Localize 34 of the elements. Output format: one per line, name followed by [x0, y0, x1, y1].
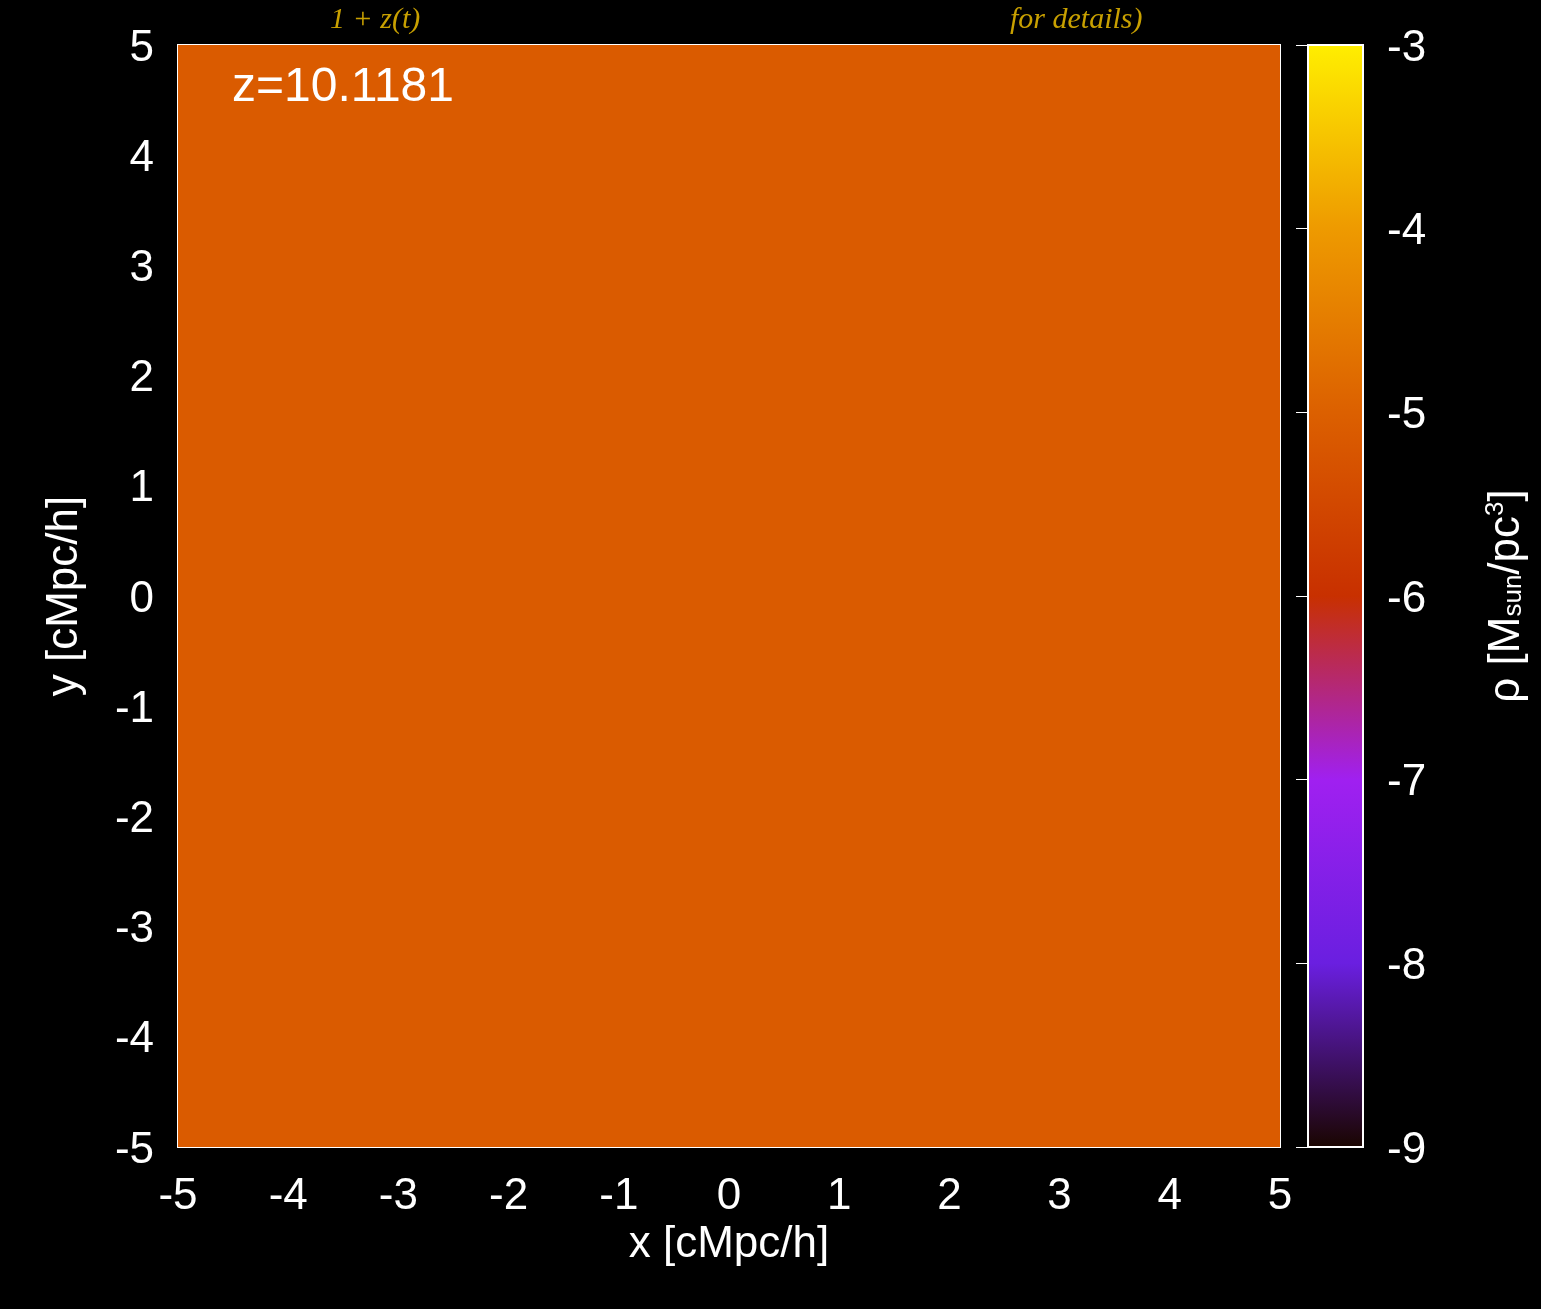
x-tick-label: 4: [1157, 1168, 1183, 1218]
color-bar-label: -4: [1387, 204, 1427, 254]
y-axis-title: y [cMpc/h]: [36, 495, 86, 697]
x-tick-label: -4: [268, 1168, 308, 1218]
y-tick-label: 4: [129, 130, 154, 180]
x-tick-label: 2: [937, 1168, 962, 1218]
x-tick-label: -2: [489, 1168, 529, 1218]
text: for details): [1010, 0, 1143, 35]
y-tick-label: 2: [129, 351, 154, 401]
y-tick-label: -4: [114, 1012, 154, 1062]
color-bar-label: -6: [1387, 571, 1427, 621]
y-tick-label: 3: [129, 240, 154, 290]
y-tick-label: 0: [129, 571, 154, 621]
color-bar-label: -5: [1387, 387, 1427, 437]
x-tick-label: -3: [378, 1168, 418, 1218]
x-tick-label: 0: [716, 1168, 742, 1218]
annotation: z=10.1181: [232, 57, 454, 111]
x-tick-label: -1: [599, 1168, 639, 1218]
x-tick-label: 5: [1267, 1168, 1293, 1218]
y-tick-label: 5: [129, 20, 154, 70]
y-tick-label: -3: [114, 902, 154, 952]
y-tick-label: -5: [114, 1122, 154, 1172]
y-tick-label: 1: [129, 461, 154, 511]
text: 1 + z(t): [330, 0, 421, 35]
color-bar-label: -9: [1387, 1122, 1427, 1172]
y-tick-label: -1: [114, 681, 154, 731]
y-tick-label: -2: [114, 791, 154, 841]
color-bar-label: -3: [1387, 20, 1427, 70]
x-tick-label: 3: [1047, 1168, 1072, 1218]
x-axis-title: x [cMpc/h]: [628, 1217, 830, 1267]
color-bar-label: -7: [1387, 755, 1427, 805]
color-bar-title: ρ [Msun/pc3]: [1478, 489, 1528, 703]
color-bar-label: -8: [1387, 938, 1427, 988]
x-tick-label: 1: [826, 1168, 852, 1218]
